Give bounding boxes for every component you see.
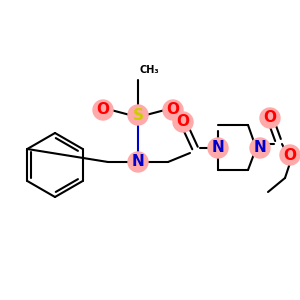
Text: O: O [284, 148, 296, 163]
Text: S: S [133, 107, 143, 122]
Text: CH₃: CH₃ [140, 65, 160, 75]
Text: O: O [167, 103, 179, 118]
Circle shape [93, 100, 113, 120]
Text: O: O [97, 103, 110, 118]
Circle shape [128, 105, 148, 125]
Circle shape [173, 112, 193, 132]
Text: O: O [263, 110, 277, 125]
Text: N: N [132, 154, 144, 169]
Text: N: N [212, 140, 224, 155]
Circle shape [260, 108, 280, 128]
Circle shape [128, 152, 148, 172]
Text: N: N [254, 140, 266, 155]
Text: O: O [176, 115, 190, 130]
Circle shape [280, 145, 300, 165]
Circle shape [250, 138, 270, 158]
Circle shape [208, 138, 228, 158]
Circle shape [163, 100, 183, 120]
